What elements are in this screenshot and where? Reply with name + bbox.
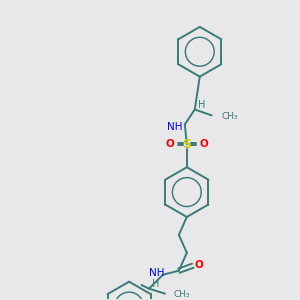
Text: H: H <box>152 279 160 289</box>
Text: H: H <box>198 100 206 110</box>
Text: NH: NH <box>149 268 165 278</box>
Text: O: O <box>166 139 174 149</box>
Text: NH: NH <box>167 122 183 132</box>
Text: CH₃: CH₃ <box>174 290 190 299</box>
Text: O: O <box>200 139 208 149</box>
Text: O: O <box>194 260 203 270</box>
Text: CH₃: CH₃ <box>222 112 238 121</box>
Text: S: S <box>182 138 191 151</box>
